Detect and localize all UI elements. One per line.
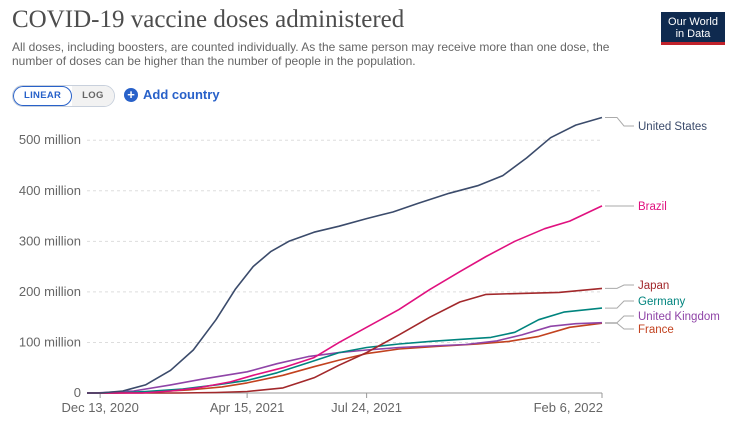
series-line-united-states [87, 116, 603, 394]
log-scale-button[interactable]: LOG [72, 86, 114, 106]
owid-logo[interactable]: Our World in Data [661, 12, 725, 45]
chart-subtitle: All doses, including boosters, are count… [12, 40, 610, 68]
y-tick-label: 500 million [19, 132, 81, 147]
series-line-united-kingdom [87, 321, 603, 394]
label-connector [605, 322, 634, 330]
series-label: Brazil [638, 201, 667, 213]
label-connector [605, 116, 634, 127]
plus-circle-icon: + [124, 87, 138, 102]
y-tick-label: 200 million [19, 284, 81, 299]
series-label: United Kingdom [638, 311, 720, 323]
y-tick-label: 100 million [19, 334, 81, 349]
label-connector [605, 300, 634, 309]
x-tick-label: Feb 6, 2022 [534, 400, 603, 415]
x-tick-label: Dec 13, 2020 [61, 400, 138, 415]
linear-scale-button[interactable]: LINEAR [13, 86, 73, 106]
add-country-label: Add country [143, 87, 220, 102]
series-label: United States [638, 121, 707, 133]
x-tick-label: Apr 15, 2021 [210, 400, 284, 415]
series-label: France [638, 324, 674, 336]
y-tick-label: 400 million [19, 183, 81, 198]
series-label: Japan [638, 280, 669, 292]
label-connector [605, 284, 634, 289]
series-line-japan [87, 287, 603, 394]
label-connector [605, 315, 634, 324]
chart-title: COVID-19 vaccine doses administered [12, 6, 405, 33]
logo-line-1: Our World [668, 16, 718, 28]
x-tick-label: Jul 24, 2021 [331, 400, 402, 415]
logo-line-2: in Data [675, 28, 711, 40]
y-tick-label: 0 [74, 385, 81, 400]
series-line-brazil [87, 205, 603, 394]
y-tick-label: 300 million [19, 233, 81, 248]
add-country-button[interactable]: + Add country [124, 87, 220, 102]
series-line-germany [87, 307, 603, 394]
scale-toggle[interactable]: LINEAR LOG [12, 85, 115, 107]
series-label: Germany [638, 296, 686, 308]
